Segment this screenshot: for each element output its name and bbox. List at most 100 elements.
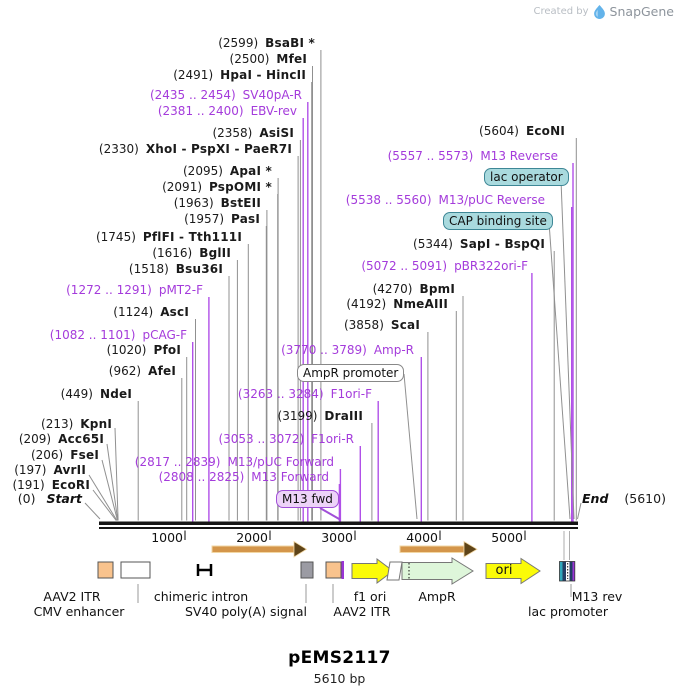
- aav2-itr-1-label[interactable]: AAV2 ITR: [43, 589, 101, 604]
- start-leader-line: [84, 502, 101, 520]
- aav2-itr-2-feature[interactable]: [325, 561, 344, 579]
- chimeric-intron-feature[interactable]: [196, 564, 213, 576]
- site-label-bglii[interactable]: (1616) BglII: [152, 246, 231, 261]
- site-position: (5604): [479, 124, 519, 138]
- site-name: BglII: [199, 246, 231, 260]
- sv40-polya-label[interactable]: SV40 poly(A) signal: [184, 604, 308, 619]
- end-position: (5610): [624, 491, 666, 506]
- site-position: (3053 .. 3072): [218, 432, 305, 446]
- ampr-label[interactable]: AmpR: [418, 589, 456, 604]
- ampr-promoter-leader-line: [403, 373, 418, 520]
- site-name: AfeI: [148, 364, 176, 378]
- site-leader-line-fsei: [101, 459, 118, 521]
- site-label-apai[interactable]: (2095) ApaI *: [183, 164, 272, 179]
- site-label-pflfi-tth111i[interactable]: (1745) PflFI - Tth111I: [96, 230, 242, 245]
- m13-fwd-label[interactable]: M13 fwd: [276, 490, 339, 508]
- aav2-itr-2-label[interactable]: AAV2 ITR: [333, 604, 391, 619]
- site-label-asci[interactable]: (1124) AscI: [113, 305, 189, 320]
- site-label-ebv-rev[interactable]: (2381 .. 2400) EBV-rev: [158, 104, 297, 119]
- site-label-fsei[interactable]: (206) FseI: [31, 448, 99, 463]
- tick-label-4000: 4000: [406, 530, 438, 545]
- site-position: (3263 .. 3284): [237, 387, 324, 401]
- site-label-econi[interactable]: (5604) EcoNI: [479, 124, 565, 139]
- cmv-enhancer-label[interactable]: CMV enhancer: [33, 604, 125, 619]
- site-label-pmt2-f[interactable]: (1272 .. 1291) pMT2-F: [66, 283, 203, 298]
- site-name: HpaI - HincII: [220, 68, 306, 82]
- watermark: Created by SnapGene: [534, 4, 674, 19]
- site-name: pMT2-F: [158, 283, 203, 297]
- site-label-bsabi[interactable]: (2599) BsaBI *: [218, 36, 315, 51]
- plasmid-length: 5610 bp: [313, 671, 366, 686]
- watermark-brand: SnapGene: [609, 4, 674, 19]
- site-name: NmeAIII: [393, 297, 448, 311]
- site-label-ecori[interactable]: (191) EcoRI: [12, 478, 90, 493]
- site-label-sv40pa-r[interactable]: (2435 .. 2454) SV40pA-R: [150, 88, 302, 103]
- f1-ori-feature-arrow[interactable]: [351, 558, 394, 584]
- site-name: PfoI: [153, 343, 181, 357]
- site-label-m13-reverse[interactable]: (5557 .. 5573) M13 Reverse: [388, 149, 558, 164]
- site-label-pcag-f[interactable]: (1082 .. 1101) pCAG-F: [50, 328, 187, 343]
- cap-binding-site-label[interactable]: CAP binding site: [443, 212, 553, 230]
- site-name: AsiSI: [259, 126, 294, 140]
- site-label-acc65i[interactable]: (209) Acc65I: [19, 432, 104, 447]
- lac-promoter-label[interactable]: lac promoter: [528, 604, 608, 619]
- site-label-scai[interactable]: (3858) ScaI: [344, 318, 420, 333]
- site-label-bpmi[interactable]: (4270) BpmI: [373, 282, 455, 297]
- site-name: PflFI - Tth111I: [142, 230, 242, 244]
- ampr-promoter-label[interactable]: AmpR promoter: [297, 364, 405, 382]
- f1-ori-label[interactable]: f1 ori: [353, 589, 387, 604]
- site-label-mfei[interactable]: (2500) MfeI: [230, 52, 307, 67]
- site-label-xhoi-pspxi-paer7i[interactable]: (2330) XhoI - PspXI - PaeR7I: [99, 142, 292, 157]
- sv40-polya-feature[interactable]: [300, 561, 314, 579]
- site-label-bsu36i[interactable]: (1518) Bsu36I: [129, 262, 223, 277]
- end-leader-line: [577, 502, 582, 520]
- site-position: (5072 .. 5091): [361, 259, 448, 273]
- ori-feature-arrow[interactable]: [485, 557, 541, 585]
- site-position: (962): [108, 364, 142, 378]
- site-name: FseI: [70, 448, 99, 462]
- site-label-m13-puc-reverse[interactable]: (5538 .. 5560) M13/pUC Reverse: [346, 193, 545, 208]
- site-label-pbr322ori-f[interactable]: (5072 .. 5091) pBR322ori-F: [361, 259, 528, 274]
- site-position: (2808 .. 2825): [158, 470, 245, 484]
- site-label-avrii[interactable]: (197) AvrII: [14, 463, 86, 478]
- aav2-itr-1-feature[interactable]: [97, 561, 114, 579]
- end-label: End (5610): [582, 491, 666, 506]
- site-label-m13-forward[interactable]: (2808 .. 2825) M13 Forward: [159, 470, 329, 485]
- site-label-amp-r[interactable]: (3770 .. 3789) Amp-R: [281, 343, 414, 358]
- site-label-ndei[interactable]: (449) NdeI: [61, 387, 132, 402]
- site-name: BpmI: [419, 282, 455, 296]
- site-name: BstEII: [220, 196, 261, 210]
- ori-arrow-text[interactable]: ori: [495, 563, 513, 578]
- site-label-pspomi[interactable]: (2091) PspOMI *: [162, 180, 272, 195]
- lac-operator-label[interactable]: lac operator: [484, 168, 569, 186]
- site-label-pasi[interactable]: (1957) PasI: [184, 212, 260, 227]
- chimeric-intron-label[interactable]: chimeric intron: [153, 589, 249, 604]
- m13rev-lac-promoter-feature[interactable]: [559, 561, 576, 582]
- site-label-asisi[interactable]: (2358) AsiSI: [212, 126, 294, 141]
- site-label-bsteii[interactable]: (1963) BstEII: [174, 196, 261, 211]
- site-position: (2358): [212, 126, 253, 140]
- site-label-hpai-hincii[interactable]: (2491) HpaI - HincII: [173, 68, 306, 83]
- site-label-f1ori-r[interactable]: (3053 .. 3072) F1ori-R: [218, 432, 354, 447]
- m13-rev-label[interactable]: M13 rev: [571, 589, 623, 604]
- site-label-nmeaiii[interactable]: (4192) NmeAIII: [346, 297, 448, 312]
- watermark-created-by: Created by: [533, 6, 589, 17]
- site-name: M13 Forward: [251, 470, 329, 484]
- site-label-f1ori-f[interactable]: (3263 .. 3284) F1ori-F: [238, 387, 372, 402]
- site-label-draiii[interactable]: (3199) DraIII: [278, 409, 363, 424]
- cmv-enhancer-feature[interactable]: [120, 561, 151, 579]
- site-position: (206): [30, 448, 64, 462]
- site-position: (191): [12, 478, 45, 492]
- site-label-kpni[interactable]: (213) KpnI: [41, 417, 112, 432]
- site-label-afei[interactable]: (962) AfeI: [109, 364, 176, 379]
- site-label-sapi-bspqi[interactable]: (5344) SapI - BspQI: [413, 237, 545, 252]
- tick-label-3000: 3000: [321, 530, 353, 545]
- site-position: (1745): [95, 230, 136, 244]
- site-name: M13 Reverse: [480, 149, 558, 163]
- ampr-feature-arrow[interactable]: [386, 557, 474, 585]
- site-name: Amp-R: [373, 343, 414, 357]
- site-label-m13-puc-forward[interactable]: (2817 .. 2839) M13/pUC Forward: [135, 455, 334, 470]
- site-name: DraIII: [324, 409, 363, 423]
- site-label-pfoi[interactable]: (1020) PfoI: [107, 343, 181, 358]
